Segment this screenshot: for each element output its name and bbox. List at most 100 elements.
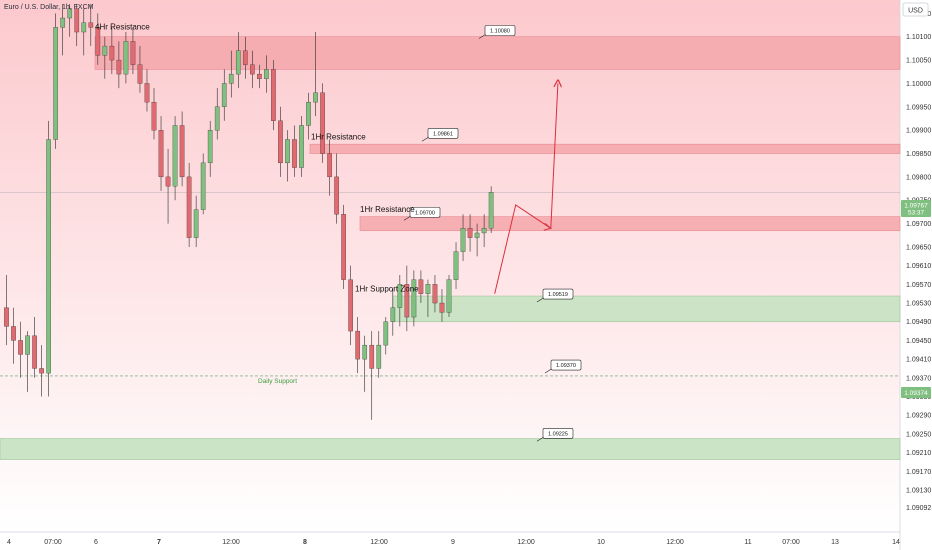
candle: [355, 317, 361, 374]
candle: [488, 186, 494, 233]
time-tick: 7: [157, 539, 161, 546]
price-callout: 1.09700: [403, 206, 441, 221]
candle: [369, 331, 375, 420]
price-callout: 1.09225: [536, 427, 574, 442]
time-tick: 12:00: [517, 539, 535, 546]
price-tick: 1.09800: [906, 174, 931, 181]
callout-label: 1.09861: [433, 131, 453, 137]
candle-body: [137, 64, 143, 84]
price-tick: 1.09170: [906, 469, 931, 476]
callout-label: 1.10080: [490, 28, 510, 34]
candle: [313, 32, 318, 117]
candle: [404, 265, 410, 332]
price-tick: 1.09210: [906, 450, 931, 457]
candle: [348, 265, 353, 346]
candle: [123, 32, 129, 84]
candle: [390, 289, 396, 336]
daily-support-label: Daily Support: [258, 378, 297, 385]
price-callout: 1.09519: [536, 288, 574, 303]
candle-body: [130, 41, 136, 65]
candle: [207, 120, 213, 177]
candle: [432, 275, 438, 313]
candle-body: [165, 176, 171, 187]
candle-body: [102, 45, 108, 56]
candle: [446, 275, 452, 318]
price-tick: 1.09370: [906, 375, 931, 382]
candle-body: [74, 8, 80, 33]
candle-body: [228, 73, 234, 84]
price-tick: 1.09650: [906, 244, 931, 251]
candle-body: [32, 335, 37, 369]
currency-button[interactable]: USD: [902, 2, 929, 17]
callouts-layer: 1.10080 1.09861 1.09700 1.09519 1.09370 1.092…: [403, 25, 582, 442]
zone-label: 4Hr Resistance: [95, 23, 150, 32]
current-price-value: 1.09767: [904, 203, 928, 210]
resistance-zone: [359, 216, 901, 231]
callout-box: [484, 25, 516, 36]
candle: [18, 321, 23, 378]
candle: [235, 32, 241, 89]
candle-body: [334, 176, 339, 215]
candle-body: [362, 344, 368, 360]
candle: [306, 92, 311, 140]
crosshair-price-badge: 1.09374: [901, 387, 931, 398]
candle-body: [250, 64, 255, 75]
price-tick: 1.09850: [906, 151, 931, 158]
time-axis-panel: [0, 532, 900, 550]
projection-arrow: [494, 83, 558, 294]
price-callout: 1.10080: [478, 25, 516, 39]
countdown-timer: 53:37: [908, 210, 925, 217]
candle: [74, 4, 80, 47]
candle: [46, 120, 51, 397]
candle-body: [109, 45, 115, 61]
candle: [158, 116, 164, 191]
price-tick: 1.09130: [906, 487, 931, 494]
price-tick: 1.09900: [906, 128, 931, 135]
time-tick: 10: [597, 539, 605, 546]
candle-body: [193, 209, 199, 238]
candle: [186, 162, 192, 247]
candle: [467, 214, 473, 252]
candle: [453, 242, 459, 290]
callout-label: 1.09370: [556, 363, 576, 369]
candle: [88, 4, 94, 47]
candle: [81, 8, 87, 56]
horizontal-lines-layer: [0, 192, 900, 377]
candle: [418, 270, 424, 304]
callout-box: [427, 127, 459, 139]
candle-body: [299, 125, 304, 168]
price-callout: 1.09861: [421, 127, 459, 142]
callout-label: 1.09700: [415, 210, 435, 216]
callout-label: 1.09225: [548, 431, 568, 437]
candle-body: [306, 101, 311, 126]
candle: [60, 4, 66, 56]
candle-body: [46, 139, 51, 374]
candle-body: [235, 50, 241, 75]
candle: [200, 153, 206, 215]
time-tick: 07:00: [44, 539, 62, 546]
candle: [278, 106, 283, 177]
candle: [144, 69, 150, 112]
zone-label: 1Hr Support Zone: [355, 284, 419, 293]
candle-body: [460, 228, 466, 252]
resistance-zone: [94, 36, 901, 70]
price-tick: 1.09290: [906, 413, 931, 420]
candle: [179, 111, 185, 187]
callout-box: [550, 359, 582, 371]
candle: [362, 335, 368, 392]
candle-body: [242, 50, 248, 65]
candle: [341, 204, 346, 290]
candle-body: [397, 284, 403, 308]
candle-body: [446, 279, 452, 313]
candle-body: [313, 92, 318, 103]
price-tick: 1.09410: [906, 357, 931, 364]
candle-body: [151, 101, 157, 131]
candle-body: [144, 83, 150, 103]
candle-body: [320, 92, 325, 154]
candle: [193, 195, 199, 247]
price-tick: 1.09530: [906, 301, 931, 308]
projection-arrowhead-mid: [543, 222, 552, 231]
candle-body: [186, 176, 192, 238]
candle-body: [95, 27, 101, 56]
